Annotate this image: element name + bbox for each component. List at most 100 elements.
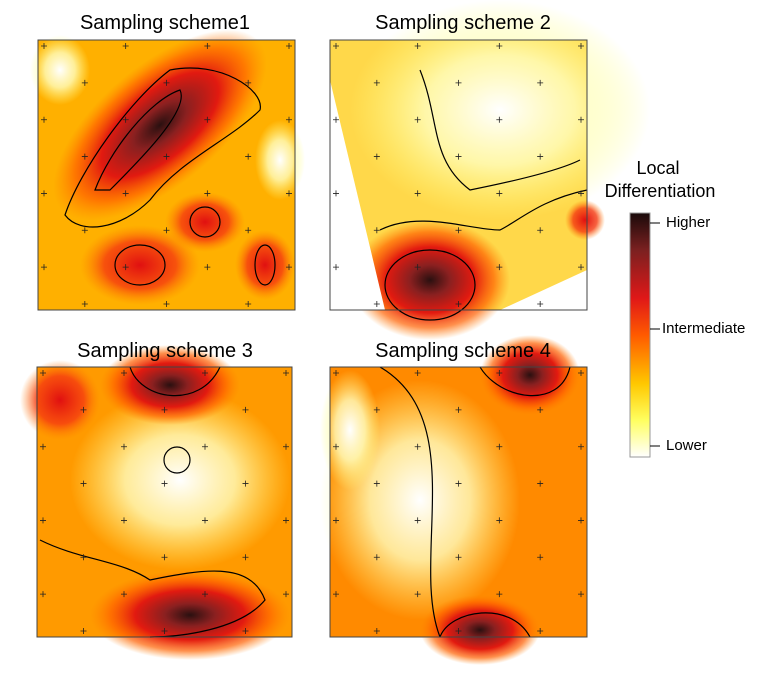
sample-marker: [578, 517, 584, 524]
sample-marker: [202, 517, 208, 524]
panel-title: Sampling scheme 4: [375, 340, 551, 362]
sample-marker: [40, 517, 46, 524]
sample-marker: [242, 480, 249, 487]
colorbar: [629, 212, 651, 458]
sample-marker: [41, 190, 47, 197]
sample-marker: [80, 406, 87, 413]
sample-marker: [455, 79, 462, 86]
sample-marker: [373, 480, 380, 487]
sample-marker: [121, 591, 127, 598]
sample-marker: [163, 301, 170, 307]
heatmap-1: [30, 29, 305, 311]
sample-marker: [286, 190, 292, 197]
sample-marker: [496, 264, 503, 271]
sample-marker: [122, 43, 129, 49]
sample-marker: [204, 116, 211, 123]
sample-marker: [161, 628, 168, 634]
sample-marker: [373, 628, 380, 634]
sample-marker: [333, 370, 339, 376]
sample-marker: [204, 190, 211, 197]
sample-marker: [161, 480, 168, 487]
legend-title: Differentiation: [605, 181, 716, 201]
sample-marker: [496, 517, 503, 524]
sample-marker: [286, 116, 292, 123]
sample-marker: [537, 153, 544, 160]
sample-marker: [414, 190, 421, 197]
sample-marker: [80, 628, 87, 634]
sample-marker: [578, 43, 584, 49]
panel-title: Sampling scheme1: [80, 12, 250, 34]
sample-marker: [455, 628, 462, 634]
sample-marker: [41, 116, 47, 123]
panel-title: Sampling scheme 3: [77, 340, 253, 362]
sample-marker: [537, 554, 544, 561]
sample-marker: [578, 370, 584, 376]
sample-marker: [455, 406, 462, 413]
sample-marker: [496, 443, 503, 450]
legend-label: Higher: [666, 214, 710, 231]
sample-marker: [81, 227, 88, 234]
sample-marker: [537, 79, 544, 86]
sample-marker: [202, 591, 208, 598]
sample-marker: [41, 43, 47, 49]
sample-marker: [333, 264, 339, 271]
sample-marker: [373, 79, 380, 86]
sample-marker: [373, 153, 380, 160]
sample-marker: [283, 370, 289, 376]
sample-marker: [242, 554, 249, 561]
sample-marker: [373, 406, 380, 413]
sample-marker: [286, 264, 292, 271]
sample-marker: [80, 554, 87, 561]
sample-marker: [537, 628, 544, 634]
sample-marker: [455, 153, 462, 160]
sample-marker: [163, 153, 170, 160]
sample-marker: [161, 554, 168, 561]
sample-marker: [40, 370, 46, 376]
sample-marker: [496, 591, 503, 598]
sample-marker: [414, 591, 421, 598]
sample-marker: [283, 517, 289, 524]
sample-marker: [333, 116, 339, 123]
sample-marker: [537, 227, 544, 234]
sample-marker: [202, 443, 208, 450]
sample-marker: [81, 153, 88, 160]
sample-marker: [333, 443, 339, 450]
sample-marker: [455, 554, 462, 561]
sample-marker: [204, 43, 211, 49]
sample-marker: [578, 116, 584, 123]
sample-marker: [161, 406, 168, 413]
sample-marker: [578, 264, 584, 271]
sample-marker: [373, 227, 380, 234]
sample-marker: [414, 116, 421, 123]
heatmap-4: [320, 335, 588, 665]
sample-marker: [537, 480, 544, 487]
legend-title: Local: [636, 158, 679, 178]
legend-label: Intermediate: [662, 320, 745, 337]
sample-marker: [414, 443, 421, 450]
sample-marker: [245, 153, 252, 160]
sample-marker: [333, 591, 339, 598]
panel-title: Sampling scheme 2: [375, 12, 551, 34]
sample-marker: [537, 406, 544, 413]
sample-marker: [373, 554, 380, 561]
sample-marker: [578, 190, 584, 197]
sample-marker: [80, 480, 87, 487]
heatmap-3: [20, 345, 293, 660]
sample-marker: [245, 79, 252, 86]
sample-marker: [122, 116, 129, 123]
sample-marker: [121, 370, 127, 376]
sample-marker: [286, 43, 292, 49]
sample-marker: [122, 190, 129, 197]
sample-marker: [242, 628, 249, 634]
sample-marker: [163, 79, 170, 86]
sample-marker: [455, 301, 462, 307]
sample-marker: [122, 264, 129, 271]
sample-marker: [333, 43, 339, 49]
sample-marker: [578, 591, 584, 598]
sample-marker: [414, 517, 421, 524]
sample-marker: [283, 443, 289, 450]
sample-marker: [373, 301, 380, 307]
sample-marker: [333, 517, 339, 524]
sample-marker: [202, 370, 208, 376]
